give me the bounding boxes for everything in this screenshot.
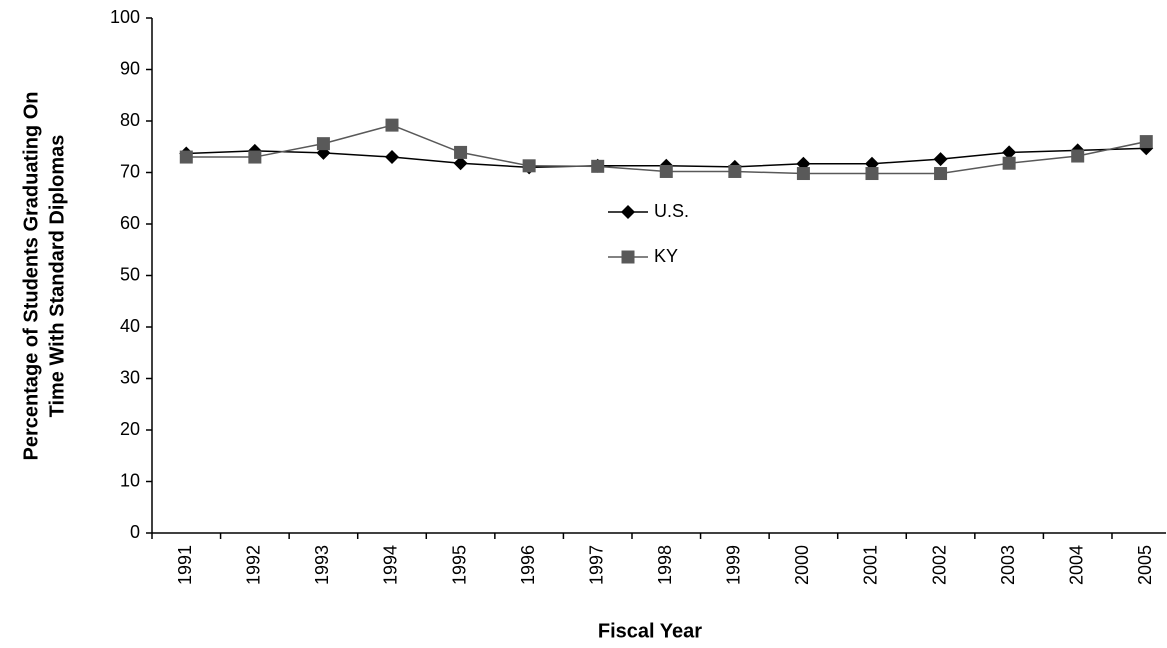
marker bbox=[934, 167, 948, 181]
marker bbox=[591, 159, 605, 173]
marker bbox=[454, 145, 468, 159]
marker bbox=[453, 156, 468, 171]
marker bbox=[385, 118, 399, 132]
legend-marker bbox=[621, 250, 635, 264]
legend-marker bbox=[621, 205, 635, 219]
x-tick-label: 1996 bbox=[518, 545, 538, 585]
marker bbox=[728, 164, 742, 178]
marker bbox=[659, 164, 673, 178]
y-tick-label: 70 bbox=[120, 161, 140, 181]
marker bbox=[316, 137, 330, 151]
y-axis-title: Time With Standard Diplomas bbox=[46, 135, 68, 418]
marker bbox=[1071, 149, 1085, 163]
x-tick-label: 1997 bbox=[586, 545, 606, 585]
marker bbox=[796, 167, 810, 181]
x-tick-label: 1993 bbox=[312, 545, 332, 585]
y-axis-title: Percentage of Students Graduating On bbox=[20, 92, 42, 461]
y-tick-label: 100 bbox=[110, 7, 140, 27]
marker bbox=[1002, 145, 1017, 160]
y-tick-label: 80 bbox=[120, 110, 140, 130]
marker bbox=[1002, 156, 1016, 170]
y-tick-label: 60 bbox=[120, 213, 140, 233]
x-tick-label: 2004 bbox=[1066, 545, 1086, 585]
x-tick-label: 1992 bbox=[244, 545, 264, 585]
y-tick-label: 20 bbox=[120, 419, 140, 439]
x-tick-label: 2000 bbox=[792, 545, 812, 585]
y-tick-label: 50 bbox=[120, 264, 140, 284]
x-tick-label: 2002 bbox=[929, 545, 949, 585]
y-tick-label: 90 bbox=[120, 58, 140, 78]
marker bbox=[933, 152, 948, 167]
x-tick-label: 1991 bbox=[175, 545, 195, 585]
legend-label: U.S. bbox=[654, 201, 689, 221]
y-tick-label: 0 bbox=[130, 522, 140, 542]
marker bbox=[384, 150, 399, 165]
marker bbox=[865, 167, 879, 181]
legend-label: KY bbox=[654, 246, 678, 266]
marker bbox=[248, 150, 262, 164]
x-tick-label: 1994 bbox=[381, 545, 401, 585]
x-tick-label: 2003 bbox=[998, 545, 1018, 585]
marker bbox=[179, 150, 193, 164]
y-tick-label: 30 bbox=[120, 367, 140, 387]
y-tick-label: 40 bbox=[120, 316, 140, 336]
x-tick-label: 2005 bbox=[1135, 545, 1155, 585]
x-axis-title: Fiscal Year bbox=[598, 620, 702, 642]
x-tick-label: 1999 bbox=[724, 545, 744, 585]
x-tick-label: 2001 bbox=[861, 545, 881, 585]
x-tick-label: 1998 bbox=[655, 545, 675, 585]
marker bbox=[522, 159, 536, 173]
x-tick-label: 1995 bbox=[449, 545, 469, 585]
y-tick-label: 10 bbox=[120, 470, 140, 490]
marker bbox=[1139, 135, 1153, 149]
